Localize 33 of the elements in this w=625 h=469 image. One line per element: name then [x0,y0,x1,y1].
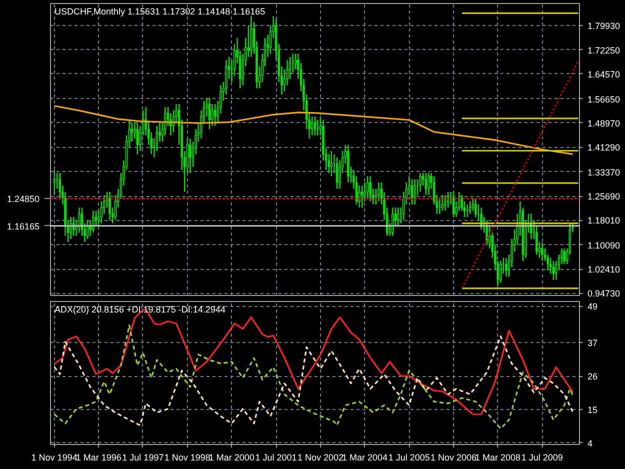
y-tick-label: 1.25690 [588,192,620,202]
y-tick-label: 1.48970 [588,118,620,128]
y-tick-label: 1.72250 [588,45,620,56]
y-tick-label: 0.94730 [588,288,620,299]
x-tick-label: 1 Jul 2001 [255,452,297,462]
y-tick-label: 1.18010 [588,216,620,226]
x-tick-label: 1 Jul 1997 [122,452,164,462]
y-tick-label: 1.64570 [588,69,620,80]
x-tick-label: 1 Nov 2002 [297,452,344,462]
y-tick-label: 37 [588,338,598,348]
y-tick-label: 1.79930 [588,21,620,32]
ref-line-label: 1.16165 [6,221,40,232]
chart-title: USDCHF,Monthly 1.15631 1.17302 1.14148 1.16165 [54,6,266,16]
x-tick-label: 1 Jul 2005 [388,452,430,462]
chart-title: ADX(20) 20.8156 +DI:19.8175 -DI:14.2944 [54,304,226,314]
x-tick-label: 1 Mar 2008 [475,452,521,462]
x-tick-label: 1 Mar 1996 [76,452,122,462]
x-tick-label: 1 Nov 1994 [31,452,78,462]
x-tick-label: 1 Mar 2004 [342,452,388,462]
x-tick-label: 1 Nov 1998 [164,452,210,462]
x-tick-label: 1 Nov 2006 [430,452,477,462]
y-tick-label: 4 [588,438,593,448]
y-tick-label: 26 [588,372,598,382]
y-tick-label: 1.10090 [588,240,620,250]
x-tick-label: 1 Jul 2009 [521,452,563,462]
ref-line-label: 1.24850 [6,194,40,204]
y-tick-label: 1.41290 [588,142,620,153]
y-tick-label: 1.02410 [588,264,620,275]
y-tick-label: 49 [588,302,598,312]
y-tick-label: 1.56650 [588,94,620,104]
y-tick-label: 15 [588,405,598,416]
x-tick-label: 1 Mar 2000 [208,452,254,462]
y-tick-label: 1.33370 [588,167,620,178]
